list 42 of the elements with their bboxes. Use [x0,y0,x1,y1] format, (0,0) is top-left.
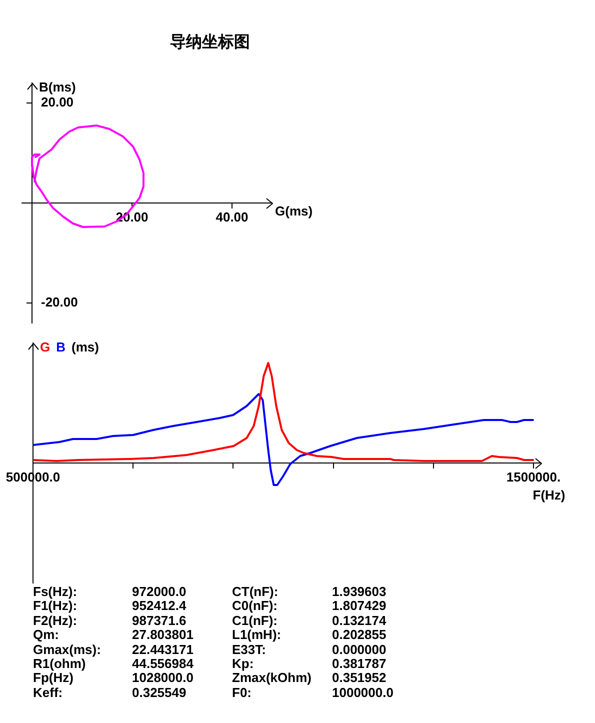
text: 0.132174 [332,612,386,628]
y-axis-title: (ms) [72,340,99,355]
text: 0.000000 [332,642,386,657]
chart-title: 导纳坐标图 [170,32,250,53]
text: 44.556984 [132,656,194,672]
text: B [56,340,66,355]
text: 1.939603 [332,584,386,600]
text: Keff: [33,684,63,700]
x-tick-label: 40.00 [216,209,248,224]
text: F2(Hz): [33,612,78,628]
text: Kp: [232,656,254,672]
x-tick-label: 1500000. [506,469,561,484]
text: 972000.0 [132,584,186,600]
x-axis-title: G(ms) [275,204,313,219]
text: L1(mH): [232,627,282,643]
y-tick-label: -20.00 [41,294,78,310]
text: C1(nF): [232,612,278,628]
text: 0.202855 [332,627,386,643]
text: 1000000.0 [332,684,394,700]
text: F0: [232,684,252,700]
text: G [40,340,50,355]
text: C0(nF): [232,598,278,614]
text: Fs(Hz): [33,584,78,600]
text: 1028000.0 [132,670,194,686]
text: E33T: [232,642,266,657]
text: 1.807429 [332,598,386,614]
text: Qm: [33,627,59,643]
text: 0.351952 [332,670,386,686]
text: 0.381787 [332,656,386,672]
text: Fp(Hz) [33,670,74,686]
text: Gmax(ms): [33,642,101,657]
x-axis-title: F(Hz) [532,488,566,503]
text: 27.803801 [132,627,194,643]
y-axis-title: B(ms) [39,80,76,95]
text: Zmax(kOhm) [232,670,312,686]
text: 952412.4 [132,598,186,614]
text: 22.443171 [132,642,194,657]
text: R1(ohm) [33,656,86,672]
text: CT(nF): [232,584,278,600]
text: F1(Hz): [33,598,78,614]
text: 987371.6 [132,612,186,628]
text: 0.325549 [132,684,186,700]
